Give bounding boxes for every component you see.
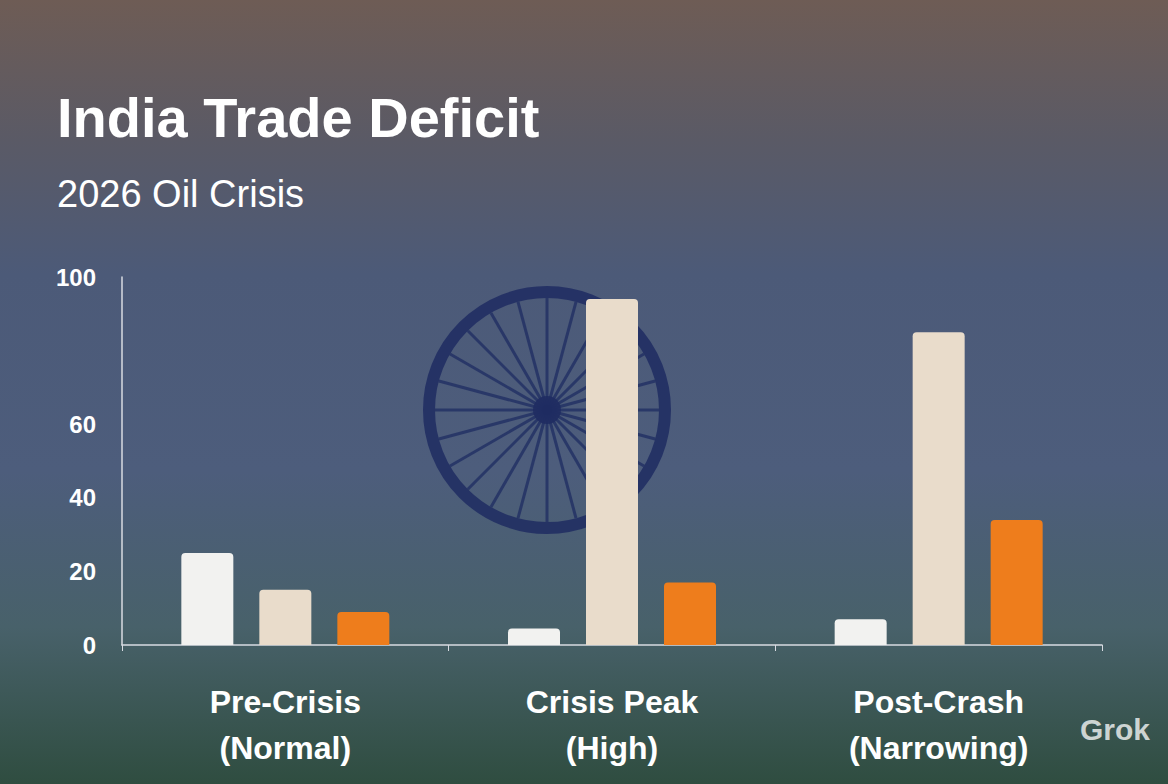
svg-text:(High): (High): [566, 730, 658, 766]
svg-text:2026 Oil Crisis: 2026 Oil Crisis: [57, 173, 304, 215]
svg-text:Post-Crash: Post-Crash: [853, 684, 1024, 720]
svg-text:60: 60: [69, 411, 96, 438]
svg-text:20: 20: [69, 558, 96, 585]
svg-text:(Normal): (Normal): [220, 730, 352, 766]
svg-text:0: 0: [83, 632, 96, 659]
svg-text:(Narrowing): (Narrowing): [849, 730, 1029, 766]
svg-text:India Trade Deficit: India Trade Deficit: [57, 86, 539, 149]
svg-text:Grok: Grok: [1080, 713, 1150, 746]
svg-text:Crisis Peak: Crisis Peak: [526, 684, 699, 720]
svg-text:40: 40: [69, 484, 96, 511]
svg-text:Pre-Crisis: Pre-Crisis: [210, 684, 361, 720]
svg-text:100: 100: [56, 264, 96, 291]
